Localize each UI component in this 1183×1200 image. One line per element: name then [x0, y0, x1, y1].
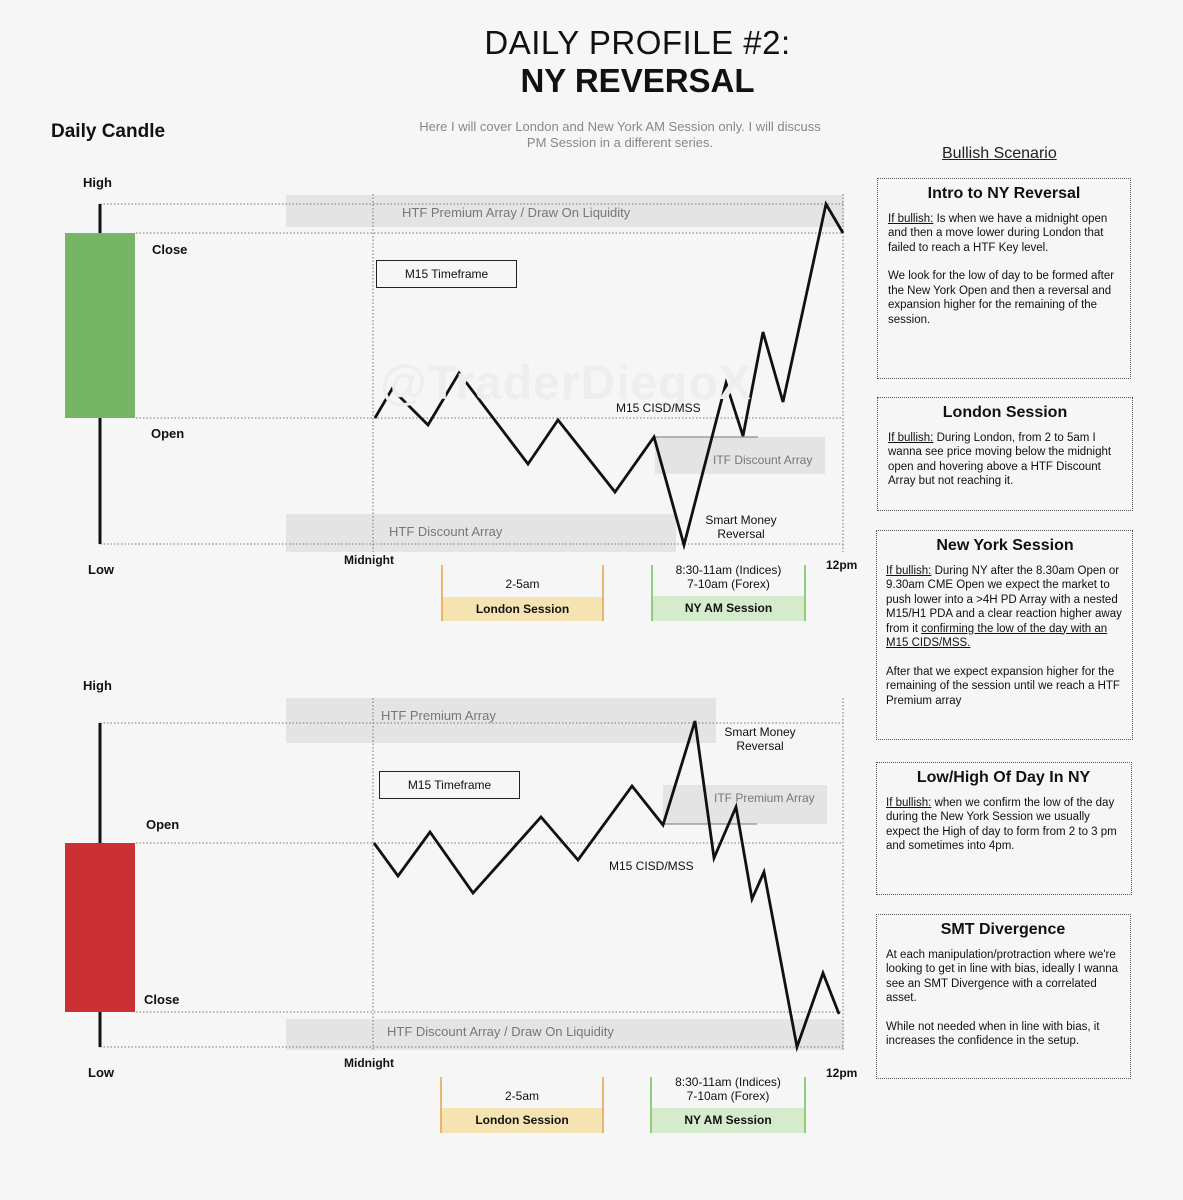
- card-ny-underline: confirming the low of the day with an M1…: [886, 622, 1108, 650]
- bottom-ny-time-forex: 7-10am (Forex): [686, 1089, 770, 1103]
- bottom-cisd-label: M15 CISD/MSS: [609, 859, 694, 873]
- bottom-midnight-label: Midnight: [344, 1056, 394, 1070]
- bottom-ny-label: NY AM Session: [684, 1113, 772, 1127]
- bottom-htf-premium-zone: [286, 698, 716, 743]
- card-lowhigh-title: Low/High Of Day In NY: [916, 769, 1091, 786]
- card-london-p1: If bullish: During London, from 2 to 5am…: [888, 431, 1122, 489]
- top-open-label: Open: [151, 426, 185, 441]
- bottom-london-label: London Session: [475, 1113, 569, 1127]
- card-lowhigh: Low/High Of Day In NY If bullish: when w…: [876, 762, 1132, 895]
- title-line-2: NY REVERSAL: [520, 62, 755, 99]
- top-ny-bar: [652, 596, 805, 621]
- top-ny-times: 8:30-11am (Indices) 7-10am (Forex): [652, 563, 805, 591]
- bottom-low-label: Low: [88, 1065, 114, 1080]
- bottom-itf-premium-zone: [663, 785, 827, 824]
- card-ny-text1: During NY after the 8.30am Open or 9.30a…: [886, 564, 1122, 635]
- bottom-ny-times: 8:30-11am (Indices) 7-10am (Forex): [651, 1075, 805, 1103]
- card-ny-p1: If bullish: During NY after the 8.30am O…: [886, 564, 1124, 651]
- top-htf-premium-zone: [286, 195, 844, 227]
- top-htf-discount-label: HTF Discount Array: [389, 524, 503, 539]
- top-timeframe-box: M15 Timeframe: [376, 260, 517, 288]
- top-london-bar: [442, 597, 603, 621]
- top-close-label: Close: [152, 242, 188, 257]
- top-midnight-label: Midnight: [344, 553, 394, 567]
- card-ny-title: New York Session: [936, 537, 1074, 554]
- bottom-smr-label: Smart Money Reversal: [715, 725, 805, 753]
- card-lowhigh-text1: when we confirm the low of the day durin…: [886, 796, 1117, 853]
- top-htf-premium-label: HTF Premium Array / Draw On Liquidity: [402, 205, 631, 220]
- card-intro-title: Intro to NY Reversal: [927, 185, 1081, 202]
- card-ny: New York Session If bullish: During NY a…: [876, 530, 1133, 740]
- bottom-ny-bar: [651, 1108, 805, 1133]
- top-smr-label: Smart Money Reversal: [696, 513, 786, 541]
- bottom-open-label: Open: [146, 817, 180, 832]
- bottom-timeframe-box: M15 Timeframe: [379, 771, 520, 799]
- card-smt-p1: At each manipulation/protraction where w…: [886, 948, 1119, 1005]
- top-ny-label: NY AM Session: [684, 601, 773, 615]
- card-intro-p1: If bullish: Is when we have a midnight o…: [888, 212, 1120, 256]
- bottom-itf-premium-label: ITF Premium Array: [714, 791, 815, 805]
- card-london-lead: If bullish:: [888, 431, 934, 444]
- top-high-label: High: [83, 175, 112, 190]
- card-smt-title: SMT Divergence: [940, 921, 1066, 938]
- card-lowhigh-lead: If bullish:: [886, 796, 932, 809]
- top-cisd-label: M15 CISD/MSS: [616, 401, 701, 415]
- card-intro: Intro to NY Reversal If bullish: Is when…: [877, 178, 1131, 379]
- top-bullish-candle: [65, 233, 135, 418]
- bottom-htf-discount-zone: [286, 1019, 844, 1050]
- bottom-high-label: High: [83, 678, 112, 693]
- card-intro-p2: We look for the low of day to be formed …: [888, 270, 1115, 326]
- daily-candle-heading: Daily Candle: [51, 121, 166, 142]
- bottom-ny-time-indices: 8:30-11am (Indices): [675, 1075, 781, 1089]
- card-london: London Session If bullish: During London…: [877, 397, 1133, 511]
- top-itf-discount-zone: [655, 437, 825, 474]
- bottom-close-label: Close: [144, 992, 180, 1007]
- top-smr-line1: Smart Money: [705, 513, 777, 527]
- bottom-smr-line1: Smart Money: [724, 725, 796, 739]
- bottom-london-bar: [441, 1108, 603, 1133]
- top-london-time: 2-5am: [505, 577, 540, 591]
- bottom-htf-premium-label: HTF Premium Array: [381, 708, 496, 723]
- card-london-title: London Session: [942, 404, 1068, 421]
- top-ny-time-forex: 7-10am (Forex): [687, 577, 770, 591]
- card-london-text1: During London, from 2 to 5am I wanna see…: [888, 431, 1112, 488]
- card-intro-text1: Is when we have a midnight open and then…: [888, 212, 1108, 254]
- top-htf-discount-zone: [286, 514, 676, 552]
- watermark: @TraderDiegoX: [380, 357, 752, 410]
- bottom-bearish-candle: [65, 843, 135, 1012]
- top-itf-discount-label: ITF Discount Array: [713, 453, 813, 467]
- bottom-htf-discount-label: HTF Discount Array / Draw On Liquidity: [387, 1024, 614, 1039]
- card-lowhigh-p1: If bullish: when we confirm the low of t…: [886, 796, 1121, 854]
- bottom-noon-label: 12pm: [826, 1066, 858, 1080]
- top-ny-time-indices: 8:30-11am (Indices): [675, 563, 782, 577]
- bottom-smr-line2: Reversal: [736, 739, 784, 753]
- card-smt: SMT Divergence At each manipulation/prot…: [876, 914, 1131, 1079]
- intro-note: Here I will cover London and New York AM…: [419, 119, 821, 150]
- bottom-price-path: [372, 720, 841, 1053]
- card-ny-lead: If bullish:: [886, 564, 932, 577]
- title-line-1: DAILY PROFILE #2:: [484, 24, 791, 61]
- bottom-diagram: [65, 698, 844, 1133]
- top-price-path: [373, 200, 845, 551]
- card-ny-p2: After that we expect expansion higher fo…: [886, 665, 1120, 707]
- top-low-label: Low: [88, 562, 114, 577]
- card-intro-lead: If bullish:: [888, 212, 934, 225]
- top-diagram: [65, 194, 845, 621]
- bullish-scenario-heading: Bullish Scenario: [942, 145, 1057, 162]
- top-noon-label: 12pm: [826, 558, 858, 572]
- top-smr-line2: Reversal: [717, 527, 765, 541]
- top-london-label: London Session: [475, 602, 570, 616]
- card-smt-p2: While not needed when in line with bias,…: [886, 1020, 1100, 1048]
- bottom-london-time: 2-5am: [504, 1089, 539, 1103]
